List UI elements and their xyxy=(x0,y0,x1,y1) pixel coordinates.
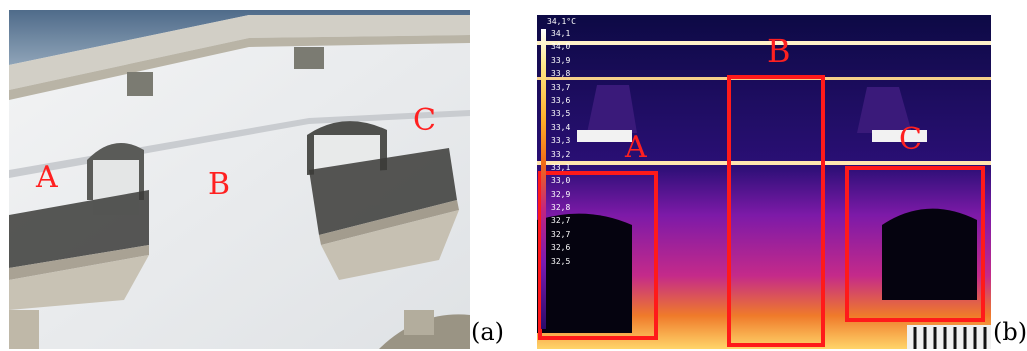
scale-tick: 33,6 xyxy=(551,95,571,105)
scale-tick: 32,7 xyxy=(551,216,571,226)
region-box-b xyxy=(727,75,825,347)
scale-tick: 33,2 xyxy=(551,149,571,159)
temperature-scale: 34,1°C 34,1 34,0 33,9 33,8 33,7 33,6 33,5 33,4 3… xyxy=(541,17,591,347)
facade-photo: A B C xyxy=(9,10,470,349)
scale-tick: 33,0 xyxy=(551,176,571,186)
region-box-c xyxy=(845,166,985,322)
sky xyxy=(9,10,470,65)
right-balcony xyxy=(309,148,457,235)
label-b: B xyxy=(208,167,231,202)
scale-ticks: 34,1 34,0 33,9 33,8 33,7 33,6 33,5 33,4 33,3 33,2… xyxy=(551,27,570,268)
label-a: A xyxy=(625,130,647,165)
scale-max: 34,1°C xyxy=(547,17,576,26)
thermal-image: 34,1°C 34,1 34,0 33,9 33,8 33,7 33,6 33,5 33,4 3… xyxy=(537,15,991,349)
scale-tick: 32,8 xyxy=(551,203,571,213)
label-c: C xyxy=(413,103,436,138)
scale-tick: 33,7 xyxy=(551,82,571,92)
scale-tick: 34,0 xyxy=(551,42,571,52)
label-b: B xyxy=(767,32,791,70)
scale-tick: 32,7 xyxy=(551,229,571,239)
scale-tick: 33,3 xyxy=(551,136,571,146)
region-box-a xyxy=(538,171,658,340)
scale-tick: 32,9 xyxy=(551,189,571,199)
label-c: C xyxy=(899,122,922,157)
caption-b: (b) xyxy=(993,318,1027,346)
cornice-band xyxy=(537,41,991,45)
scale-tick: 33,5 xyxy=(551,109,571,119)
scale-tick: 33,8 xyxy=(551,69,571,79)
ledge-band xyxy=(537,161,991,165)
left-balcony xyxy=(9,190,149,268)
label-a: A xyxy=(36,160,58,195)
facade-illustration xyxy=(9,10,470,349)
scale-bar xyxy=(541,29,546,329)
caption-a: (a) xyxy=(471,318,505,346)
scale-tick: 33,4 xyxy=(551,122,571,132)
right-opening xyxy=(882,208,977,300)
scale-tick: 33,9 xyxy=(551,55,571,65)
left-opening xyxy=(537,213,632,333)
scale-tick: 33,1 xyxy=(551,162,571,172)
scale-tick: 34,1 xyxy=(551,29,571,38)
thermal-illustration xyxy=(537,15,991,349)
scale-tick: 32,5 xyxy=(551,256,571,266)
cornice xyxy=(9,15,470,90)
ledge xyxy=(9,110,470,178)
scale-tick: 32,6 xyxy=(551,243,571,253)
